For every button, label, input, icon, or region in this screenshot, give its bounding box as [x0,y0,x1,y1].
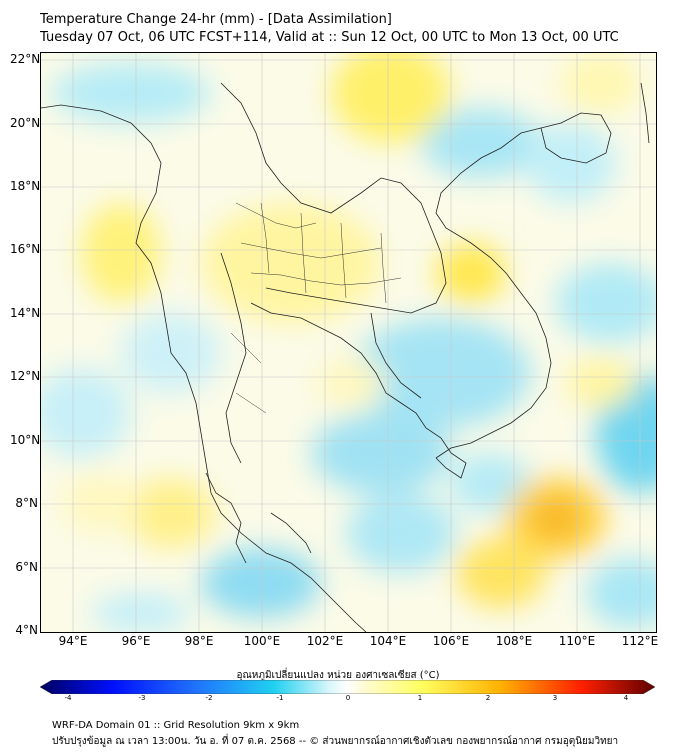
lon-tick-102: 102°E [306,634,344,648]
colorbar-tick: 0 [345,694,351,702]
chart-title: Temperature Change 24-hr (mm) - [Data As… [40,12,392,27]
map-gridlines [41,53,656,632]
lon-tick-104: 104°E [369,634,407,648]
lat-tick-4: 4°N [15,623,38,637]
colorbar-tick: 2 [485,694,491,702]
lon-tick-96: 96°E [121,634,151,648]
coastlines [41,82,650,632]
lat-tick-18: 18°N [10,179,41,193]
lon-tick-108: 108°E [495,634,533,648]
lat-tick-22: 22°N [10,52,41,66]
colorbar-tick: 1 [417,694,423,702]
lat-tick-6: 6°N [15,560,38,574]
lat-tick-14: 14°N [10,306,41,320]
lat-tick-10: 10°N [10,433,41,447]
lon-tick-110: 110°E [558,634,596,648]
lon-tick-94: 94°E [58,634,88,648]
colorbar-tick: -2 [205,694,213,702]
lat-tick-20: 20°N [10,116,41,130]
footer-update-info: ปรับปรุงข้อมูล ณ เวลา 13:00น. วัน อ. ที่… [52,736,619,747]
colorbar-tick: 4 [623,694,629,702]
temperature-map [41,53,656,632]
colorbar-tick: 3 [552,694,558,702]
colorbar-tick: -1 [276,694,284,702]
lat-tick-8: 8°N [15,496,38,510]
lon-tick-106: 106°E [432,634,470,648]
colorbar-label: อุณหภูมิเปลี่ยนแปลง หน่วย องศาเซลเซียส (… [236,670,440,681]
colorbar-tick: -4 [64,694,72,702]
lon-tick-100: 100°E [243,634,281,648]
colorbar [40,680,655,694]
colorbar-tick: -3 [138,694,146,702]
lat-tick-16: 16°N [10,242,41,256]
chart-subtitle: Tuesday 07 Oct, 06 UTC FCST+114, Valid a… [40,30,619,45]
footer-model-info: WRF-DA Domain 01 :: Grid Resolution 9km … [52,720,300,731]
lat-tick-12: 12°N [10,369,41,383]
lon-tick-112: 112°E [621,634,659,648]
lon-tick-98: 98°E [184,634,214,648]
colorbar-gradient [40,680,655,694]
map-panel [40,52,657,633]
province-borders [230,202,402,414]
